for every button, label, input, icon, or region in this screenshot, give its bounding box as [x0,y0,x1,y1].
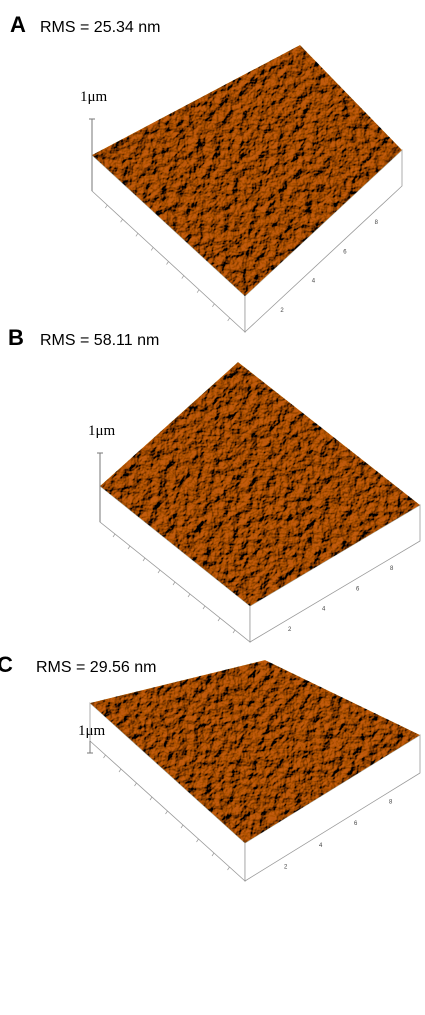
axis-tick [143,558,145,561]
axis-tick [188,594,190,597]
axis-tick [158,570,160,573]
axis-tick [218,618,220,621]
axis-tick-label: 6 [356,586,360,592]
axis-tick-label: 6 [343,249,347,255]
axis-tick [167,262,169,265]
axis-tick [119,769,121,772]
axis-tick [212,853,214,856]
figure: A RMS = 25.34 nm 1μm 2 4 6 8 B RMS = 58.11 nm 1μm… [0,0,425,1015]
axis-tick [203,606,205,609]
panel-letter: B [8,325,24,350]
axis-tick-label: 4 [322,607,326,613]
rms-label: RMS = 25.34 nm [40,19,161,36]
z-label: 1μm [78,723,106,739]
axis-tick [182,276,184,279]
axis-tick-label: 6 [354,821,358,827]
axis-tick [151,247,153,250]
axis-tick [166,811,168,814]
axis-tick-label: 2 [288,627,292,633]
panel-letter: C [0,652,13,677]
z-label: 1μm [88,423,116,439]
rms-label: RMS = 29.56 nm [36,659,157,676]
axis-tick [105,205,107,208]
axis-tick-label: 8 [390,566,394,572]
rms-label: RMS = 58.11 nm [40,332,159,349]
z-label: 1μm [80,89,108,105]
axis-tick-label: 8 [389,800,393,806]
axis-tick [150,797,152,800]
axis-tick [197,290,199,293]
axis-tick [136,233,138,236]
axis-tick [181,825,183,828]
axis-tick [228,318,230,321]
axis-tick-label: 8 [375,220,379,226]
axis-tick [121,219,123,222]
axis-tick [228,867,230,870]
axis-tick [212,304,214,307]
axis-tick [173,582,175,585]
axis-tick [197,839,199,842]
axis-tick-label: 2 [280,308,284,314]
axis-tick [233,630,235,633]
axis-tick [104,755,106,758]
axis-tick-label: 4 [319,843,323,849]
axis-tick-label: 2 [284,864,288,870]
panel-letter: A [10,12,26,37]
axis-tick [135,783,137,786]
axis-tick [128,546,130,549]
axis-tick-label: 4 [312,279,316,285]
axis-tick [113,534,115,537]
afm-surface [92,45,402,296]
